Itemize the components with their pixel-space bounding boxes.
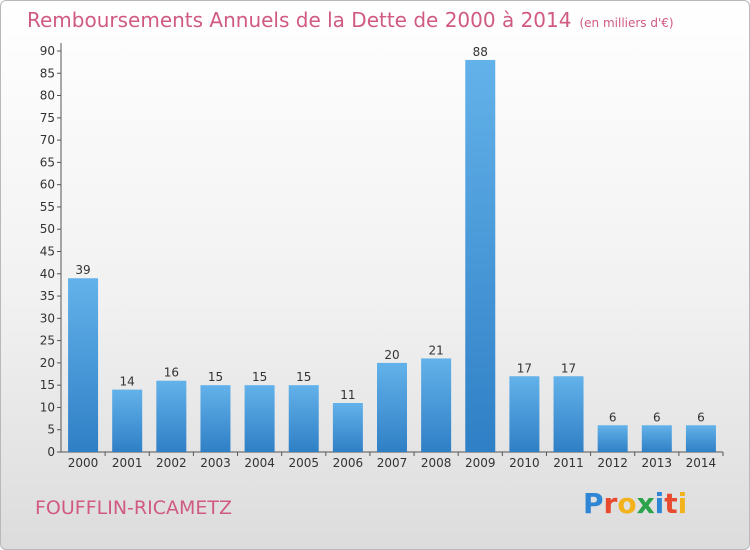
commune-name: FOUFFLIN-RICAMETZ	[35, 497, 232, 519]
data-label: 88	[473, 45, 488, 59]
chart-title-text: Remboursements Annuels de la Dette de 20…	[27, 8, 572, 32]
data-label: 17	[517, 361, 532, 375]
bar	[156, 380, 187, 452]
data-label: 39	[75, 263, 90, 277]
y-tick-label: 65	[40, 155, 55, 169]
chart-title: Remboursements Annuels de la Dette de 20…	[27, 8, 674, 32]
x-tick-label: 2000	[68, 456, 99, 470]
x-tick-label: 2012	[597, 456, 628, 470]
logo-letter: r	[603, 487, 618, 520]
data-label: 15	[208, 370, 223, 384]
y-tick-label: 15	[40, 378, 55, 392]
y-tick-label: 60	[40, 178, 55, 192]
x-tick-label: 2007	[377, 456, 408, 470]
y-tick-label: 25	[40, 334, 55, 348]
data-label: 14	[120, 375, 135, 389]
bar	[685, 425, 716, 452]
logo-letter: P	[583, 487, 604, 520]
y-tick-label: 10	[40, 400, 55, 414]
x-tick-label: 2008	[421, 456, 452, 470]
bar	[112, 389, 143, 452]
data-label: 17	[561, 361, 576, 375]
bars: 39 14 16 15 15 15 11 20 21 88 17 17 6 6 6	[68, 45, 716, 453]
x-tick-label: 2001	[112, 456, 143, 470]
data-label: 11	[340, 388, 355, 402]
bar	[597, 425, 628, 452]
bar	[377, 362, 407, 452]
bar	[509, 376, 540, 452]
x-tick-label: 2005	[288, 456, 319, 470]
x-tick-label: 2010	[509, 456, 540, 470]
x-tick-label: 2013	[642, 456, 673, 470]
logo-letter: t	[664, 487, 678, 520]
y-tick-label: 70	[40, 133, 55, 147]
bar	[244, 385, 275, 452]
y-tick-label: 45	[40, 245, 55, 259]
x-tick-label: 2009	[465, 456, 496, 470]
logo-letter: i	[654, 487, 665, 520]
data-label: 21	[428, 343, 443, 357]
axes: 0 5 10 15 20 25 30 35 40 45 50 55 60 65 70 75 80 85 90 2000…	[40, 43, 724, 470]
bar	[68, 278, 99, 452]
y-tick-label: 35	[40, 289, 55, 303]
logo-letter: i	[677, 487, 688, 520]
y-tick-label: 20	[40, 356, 55, 370]
x-tick-label: 2006	[333, 456, 364, 470]
bar	[200, 385, 231, 452]
y-tick-label: 80	[40, 89, 55, 103]
logo-letter: x	[636, 487, 655, 520]
data-label: 6	[609, 410, 617, 424]
x-tick-label: 2014	[686, 456, 717, 470]
bar	[288, 385, 319, 452]
x-tick-label: 2003	[200, 456, 231, 470]
data-label: 6	[697, 410, 705, 424]
data-label: 20	[384, 348, 399, 362]
chart-unit: (en milliers d'€)	[579, 16, 674, 30]
y-tick-label: 90	[40, 44, 55, 58]
proxiti-logo: Proxiti	[583, 487, 687, 520]
y-tick-label: 5	[47, 423, 55, 437]
y-tick-label: 55	[40, 200, 55, 214]
data-label: 6	[653, 410, 661, 424]
bar	[421, 358, 452, 452]
bar	[553, 376, 584, 452]
data-label: 15	[296, 370, 311, 384]
y-tick-label: 75	[40, 111, 55, 125]
data-label: 15	[252, 370, 267, 384]
y-tick-label: 40	[40, 267, 55, 281]
x-tick-label: 2004	[244, 456, 275, 470]
x-tick-label: 2002	[156, 456, 187, 470]
x-tick-label: 2011	[553, 456, 584, 470]
bar	[332, 402, 363, 452]
logo-letter: o	[617, 487, 637, 520]
bar	[465, 59, 496, 453]
y-tick-label: 50	[40, 222, 55, 236]
data-label: 16	[164, 366, 179, 380]
y-tick-label: 30	[40, 311, 55, 325]
y-tick-label: 0	[47, 445, 55, 459]
y-tick-label: 85	[40, 66, 55, 80]
bar	[641, 425, 672, 452]
